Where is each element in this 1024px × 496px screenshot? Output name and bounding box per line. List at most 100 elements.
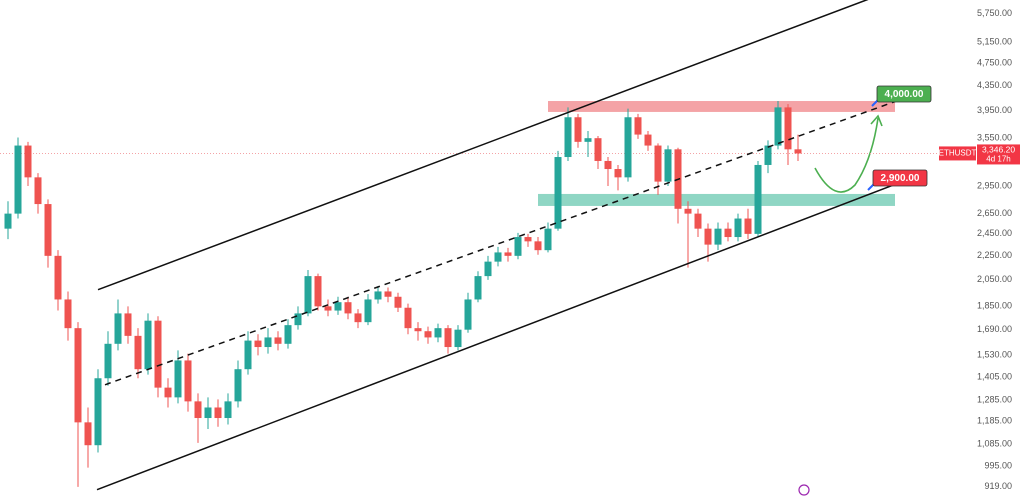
candle-body <box>334 302 342 311</box>
candle-body <box>404 307 412 329</box>
y-tick-label: 3,950.00 <box>977 105 1012 115</box>
candle-body <box>534 241 542 251</box>
candle-body <box>274 337 282 344</box>
channel-line <box>96 174 921 491</box>
candle-body <box>784 107 792 150</box>
candle-body <box>344 302 352 314</box>
candle-body <box>194 401 202 419</box>
candle-body <box>134 335 142 370</box>
candle-body <box>284 325 292 344</box>
candle-body <box>464 299 472 330</box>
candle-body <box>604 160 612 170</box>
candle-body <box>414 328 422 332</box>
candle-body <box>44 204 52 256</box>
candle-body <box>14 145 22 214</box>
last-price-box <box>977 144 1020 165</box>
channel-line <box>104 99 901 386</box>
y-tick-label: 4,350.00 <box>977 80 1012 90</box>
candle-body <box>774 107 782 146</box>
y-tick-label: 2,050.00 <box>977 274 1012 284</box>
candle-body <box>224 401 232 419</box>
y-tick-label: 5,150.00 <box>977 37 1012 47</box>
last-price-label: 3,346.20 <box>982 145 1015 155</box>
candle-body <box>754 164 762 234</box>
candle-body <box>164 387 172 398</box>
y-tick-label: 1,405.00 <box>977 372 1012 382</box>
candle-body <box>384 291 392 297</box>
candle-body <box>584 138 592 142</box>
candle-body <box>524 237 532 242</box>
y-tick-label: 5,750.00 <box>977 8 1012 18</box>
candle-body <box>614 169 622 178</box>
y-tick-label: 2,250.00 <box>977 250 1012 260</box>
y-tick-label: 4,750.00 <box>977 57 1012 67</box>
candle-body <box>594 138 602 161</box>
candle-body <box>434 328 442 338</box>
annotation-label: 4,000.00 <box>885 89 924 100</box>
candle-body <box>214 407 222 419</box>
candle-body <box>4 213 12 229</box>
candle-body <box>174 360 182 398</box>
candle-body <box>144 320 152 370</box>
y-tick-label: 1,285.00 <box>977 395 1012 405</box>
y-tick-label: 1,185.00 <box>977 416 1012 426</box>
candle-body <box>684 208 692 214</box>
candle-body <box>394 296 402 308</box>
candle-body <box>514 237 522 256</box>
candle-body <box>634 117 642 135</box>
candle-body <box>24 145 32 178</box>
annotation-box <box>872 169 928 187</box>
candle-body <box>504 252 512 256</box>
candle-body <box>714 228 722 245</box>
symbol-box <box>939 146 976 161</box>
candle-body <box>744 218 752 234</box>
candle-body <box>244 340 252 370</box>
candle-body <box>544 228 552 251</box>
y-tick-label: 3,550.00 <box>977 133 1012 143</box>
candle-body <box>364 299 372 323</box>
y-tick-label: 995.00 <box>984 461 1012 471</box>
y-tick-label: 919.00 <box>984 481 1012 491</box>
candle-body <box>314 276 322 307</box>
candle-body <box>374 291 382 300</box>
candle-body <box>94 378 102 446</box>
candle-body <box>574 117 582 142</box>
candle-body <box>444 328 452 348</box>
y-tick-label: 2,950.00 <box>977 180 1012 190</box>
candle-body <box>644 134 652 146</box>
candle-body <box>234 369 242 402</box>
candle-body <box>54 255 62 300</box>
y-tick-label: 1,850.00 <box>977 301 1012 311</box>
candle-body <box>454 329 462 348</box>
candle-body <box>764 145 772 165</box>
y-tick-label: 1,690.00 <box>977 324 1012 334</box>
annotation-label: 2,900.00 <box>881 173 920 184</box>
countdown-label: 4d 17h <box>986 155 1010 164</box>
candle-body <box>704 228 712 245</box>
candle-body <box>124 313 132 336</box>
candle-body <box>654 145 662 182</box>
candle-body <box>734 218 742 238</box>
candle-body <box>74 328 82 423</box>
candle-body <box>624 117 632 178</box>
y-tick-label: 2,650.00 <box>977 208 1012 218</box>
candle-body <box>694 213 702 229</box>
candle-body <box>664 149 672 182</box>
projection-arrow-head <box>870 114 883 127</box>
candle-body <box>64 299 72 329</box>
candle-body <box>254 340 262 348</box>
candle-body <box>264 337 272 348</box>
annotation-box <box>876 85 932 103</box>
candle-body <box>554 157 562 229</box>
candle-body <box>114 313 122 344</box>
candle-body <box>424 331 432 338</box>
y-tick-label: 2,450.00 <box>977 228 1012 238</box>
candle-body <box>154 320 162 388</box>
candle-body <box>794 149 802 154</box>
candle-body <box>304 276 312 314</box>
candle-body <box>294 313 302 326</box>
projection-arrow <box>814 117 879 193</box>
